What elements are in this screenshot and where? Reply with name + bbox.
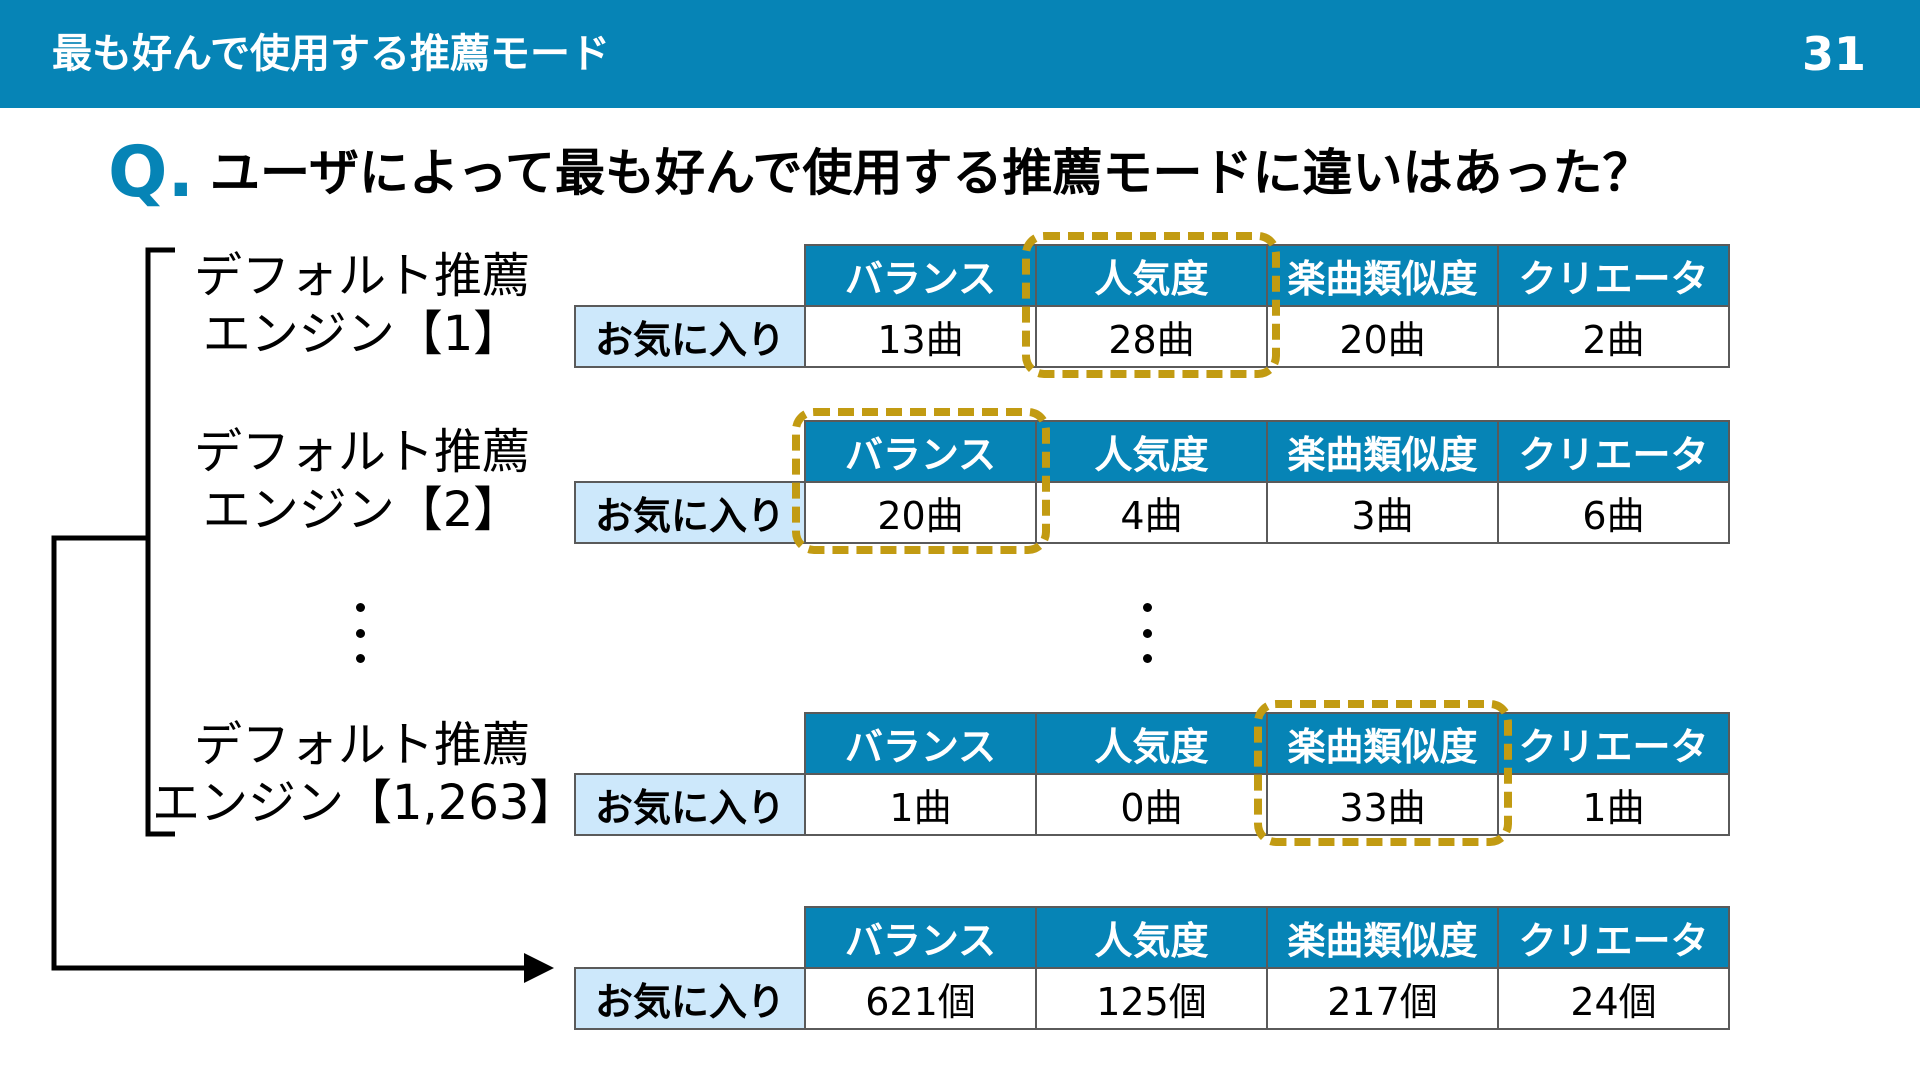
left-bracket <box>145 247 175 837</box>
table-cell: 1曲 <box>804 773 1037 836</box>
column-header: 人気度 <box>1035 244 1268 307</box>
engine-label-line: デフォルト推薦 <box>193 424 530 480</box>
column-header: クリエータ <box>1497 420 1730 483</box>
table-cell: 28曲 <box>1035 305 1268 368</box>
engine-label-line: エンジン【1】 <box>202 306 522 362</box>
table-cell: 4曲 <box>1035 481 1268 544</box>
column-header: 楽曲類似度 <box>1266 244 1499 307</box>
table-cell: 33曲 <box>1266 773 1499 836</box>
column-header: バランス <box>804 420 1037 483</box>
summary-connector <box>51 535 528 971</box>
column-header: 楽曲類似度 <box>1266 420 1499 483</box>
table-cell: 2曲 <box>1497 305 1730 368</box>
slide-header: 最も好んで使用する推薦モード 31 <box>0 0 1920 108</box>
table-cell: 217個 <box>1266 967 1499 1030</box>
column-header: バランス <box>804 906 1037 969</box>
engine-label-line: デフォルト推薦 <box>193 248 530 304</box>
row-label: お気に入り <box>574 305 806 368</box>
engine-label-line: デフォルト推薦 <box>193 717 530 773</box>
row-label: お気に入り <box>574 773 806 836</box>
column-header: クリエータ <box>1497 712 1730 775</box>
table-cell: 13曲 <box>804 305 1037 368</box>
page-number: 31 <box>1801 27 1866 81</box>
column-header: 人気度 <box>1035 906 1268 969</box>
column-header: 人気度 <box>1035 420 1268 483</box>
table-cell: 621個 <box>804 967 1037 1030</box>
engine-label-line: エンジン【1,263】 <box>152 775 578 831</box>
column-header: バランス <box>804 712 1037 775</box>
ellipsis-right <box>1140 603 1154 663</box>
table-cell: 20曲 <box>804 481 1037 544</box>
ellipsis-left <box>353 603 367 663</box>
engine-label-1: デフォルト推薦 エンジン【1】 <box>152 247 572 363</box>
table-cell: 1曲 <box>1497 773 1730 836</box>
column-header: クリエータ <box>1497 244 1730 307</box>
table-cell: 125個 <box>1035 967 1268 1030</box>
question-mark: Q. <box>108 131 195 213</box>
engine-label-3: デフォルト推薦 エンジン【1,263】 <box>152 716 578 832</box>
table-cell: 24個 <box>1497 967 1730 1030</box>
column-header: 人気度 <box>1035 712 1268 775</box>
arrow-head <box>524 953 554 983</box>
column-header: 楽曲類似度 <box>1266 906 1499 969</box>
row-label: お気に入り <box>574 967 806 1030</box>
row-label: お気に入り <box>574 481 806 544</box>
engine-label-line: エンジン【2】 <box>202 482 522 538</box>
table-cell: 6曲 <box>1497 481 1730 544</box>
column-header: クリエータ <box>1497 906 1730 969</box>
engine-label-2: デフォルト推薦 エンジン【2】 <box>152 423 572 539</box>
table-cell: 3曲 <box>1266 481 1499 544</box>
column-header: 楽曲類似度 <box>1266 712 1499 775</box>
question-text: ユーザによって最も好んで使用する推薦モードに違いはあった？ <box>210 144 1653 202</box>
table-cell: 20曲 <box>1266 305 1499 368</box>
column-header: バランス <box>804 244 1037 307</box>
table-cell: 0曲 <box>1035 773 1268 836</box>
slide-title: 最も好んで使用する推薦モード <box>52 31 610 77</box>
